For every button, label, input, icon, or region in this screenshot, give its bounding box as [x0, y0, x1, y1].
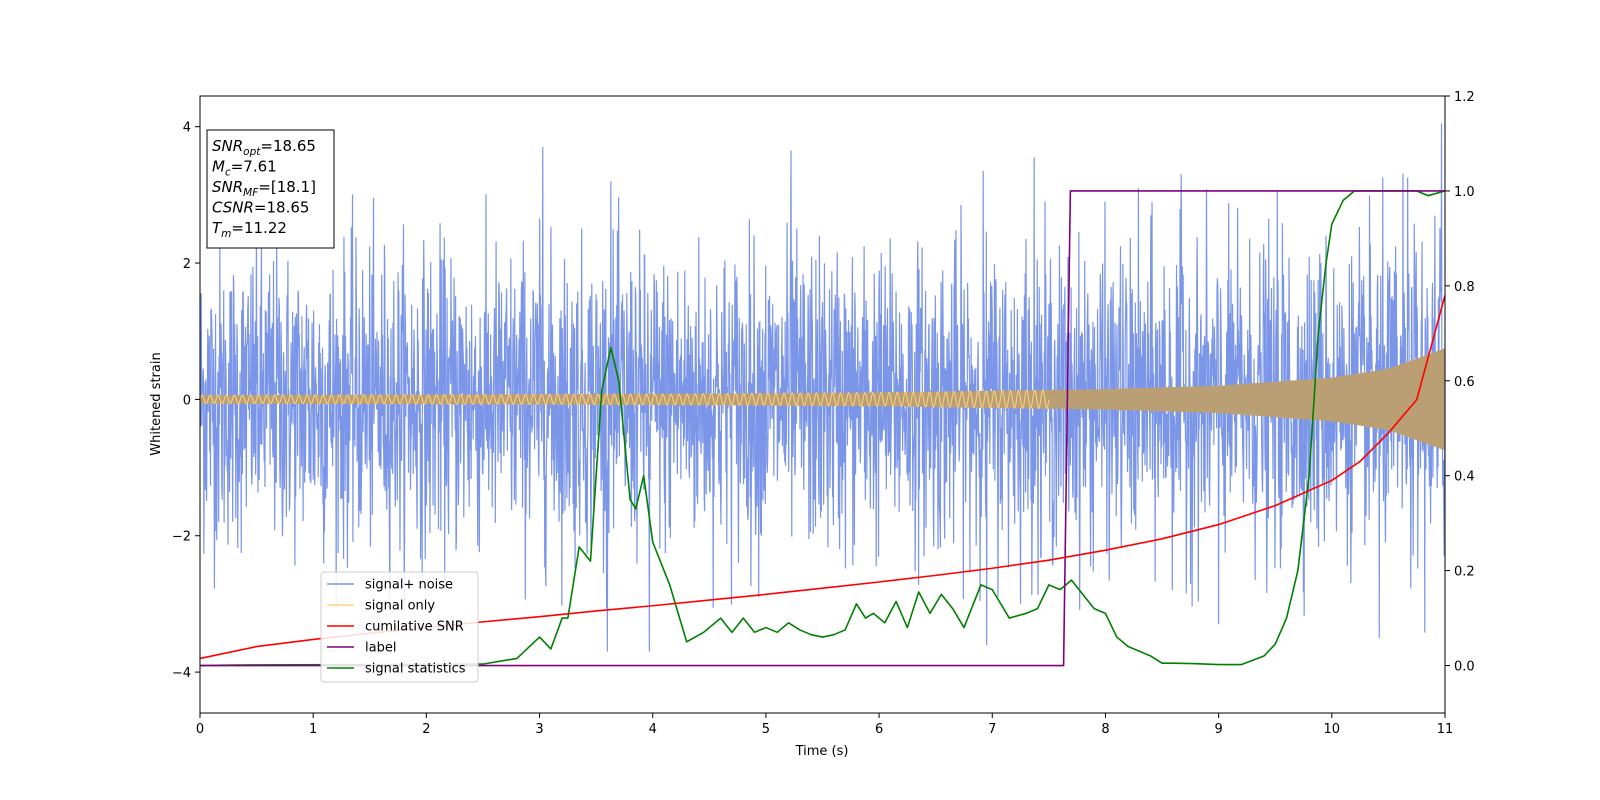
- y-tick-label: −2: [172, 530, 191, 545]
- legend-label: signal only: [365, 599, 435, 614]
- info-symbol: T: [212, 219, 223, 237]
- y2-tick-label: 0.0: [1454, 660, 1475, 675]
- x-tick-label: 2: [422, 722, 430, 737]
- y-tick-label: 0: [183, 393, 191, 408]
- info-value: =7.61: [231, 158, 277, 176]
- legend: signal+ noise signal only cumilative SNR la…: [320, 571, 479, 683]
- x-tick-label: 8: [1101, 722, 1109, 737]
- info-box-frame: [206, 129, 335, 249]
- x-axis-label: Time (s): [795, 744, 849, 759]
- info-subscript: c: [225, 167, 231, 179]
- y2-tick-label: 1.2: [1454, 90, 1475, 105]
- x-tick-label: 7: [988, 722, 996, 737]
- y-tick-label: −4: [172, 666, 191, 681]
- x-tick-label: 10: [1324, 722, 1341, 737]
- axis-ticks: 0 1 2 3 4 5 6 7 8 9 10 11 −4 −2 0 2 4 0.0 0.2 0.4 0.6 0.8 1.0 1…: [172, 90, 1475, 737]
- info-line: Tm=11.22: [212, 219, 287, 240]
- x-tick-label: 4: [649, 722, 657, 737]
- series-signal-noise: [200, 123, 1445, 652]
- info-symbol: CSNR: [212, 199, 254, 217]
- info-subscript: m: [221, 228, 231, 240]
- info-value: =18.65: [254, 199, 310, 217]
- series-signal-statistics: [200, 190, 1445, 667]
- series-signal-only: [200, 389, 1050, 410]
- info-symbol: SNR: [212, 137, 243, 155]
- x-tick-label: 9: [1214, 722, 1222, 737]
- y2-tick-label: 0.6: [1454, 375, 1475, 390]
- y2-tick-label: 0.2: [1454, 565, 1475, 580]
- info-symbol: M: [212, 158, 225, 176]
- info-value: =18.65: [260, 137, 316, 155]
- x-tick-label: 11: [1437, 722, 1454, 737]
- legend-label: signal statistics: [365, 662, 466, 677]
- info-value: =[18.1]: [258, 178, 316, 196]
- x-tick-label: 1: [309, 722, 317, 737]
- info-symbol: SNR: [212, 178, 243, 196]
- plot-area: [200, 123, 1445, 667]
- info-box: SNRopt=18.65Mc=7.61SNRMF=[18.1]CSNR=18.6…: [206, 129, 335, 249]
- legend-frame: [320, 571, 479, 683]
- y-tick-label: 4: [183, 121, 191, 136]
- info-line: SNRopt=18.65: [212, 137, 316, 158]
- legend-label: cumilative SNR: [365, 620, 464, 635]
- legend-label: label: [365, 641, 396, 656]
- legend-label: signal+ noise: [365, 578, 453, 593]
- y-axis-label: Whitened strain: [149, 352, 164, 455]
- axes-frame: [199, 95, 1446, 714]
- x-tick-label: 6: [875, 722, 883, 737]
- x-tick-label: 0: [196, 722, 204, 737]
- series-group: [200, 123, 1445, 667]
- y-tick-label: 2: [183, 257, 191, 272]
- y2-tick-label: 1.0: [1454, 185, 1475, 200]
- y2-tick-label: 0.4: [1454, 470, 1475, 485]
- x-tick-label: 3: [535, 722, 543, 737]
- y2-tick-label: 0.8: [1454, 280, 1475, 295]
- info-line: Mc=7.61: [212, 158, 277, 179]
- info-value: =11.22: [231, 219, 287, 237]
- info-subscript: opt: [243, 146, 261, 158]
- info-line: SNRMF=[18.1]: [212, 178, 316, 199]
- info-subscript: MF: [243, 187, 259, 199]
- series-label: [200, 190, 1445, 667]
- x-tick-label: 5: [762, 722, 770, 737]
- info-line: CSNR=18.65: [212, 199, 309, 217]
